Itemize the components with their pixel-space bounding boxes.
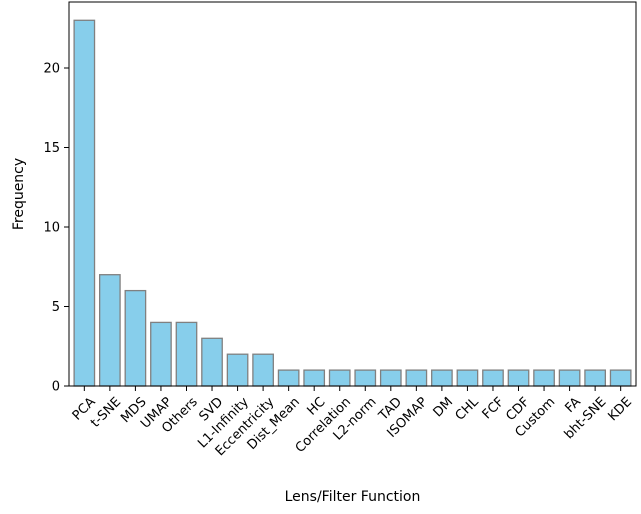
x-tick-label: DM: [431, 395, 457, 421]
bar-custom: [533, 369, 555, 387]
bar-hc: [303, 369, 326, 387]
bar-l2-norm: [354, 369, 377, 387]
bar-isomap: [405, 369, 428, 387]
y-axis-label: Frequency: [11, 158, 27, 230]
bar-chl: [456, 369, 479, 387]
bar-pca: [73, 19, 96, 387]
bar-l1-infinity: [226, 353, 249, 387]
bar-cdf: [507, 369, 530, 387]
bar-umap: [150, 321, 172, 387]
bar-bht-sne: [584, 369, 606, 387]
bars-group: [73, 19, 632, 387]
bar-fa: [558, 369, 581, 387]
x-tick-label: CHL: [453, 394, 483, 424]
bar-dist-mean: [277, 369, 300, 387]
plot-frame: [68, 1, 637, 387]
bar-dm: [431, 369, 453, 387]
x-axis-ticks: PCAt-SNEMDSUMAPOthersSVDL1-InfinityEccen…: [70, 386, 635, 459]
bar-mds: [124, 289, 147, 387]
x-tick-label: t-SNE: [88, 395, 124, 431]
bar-tad: [379, 369, 402, 387]
y-tick-label: 10: [43, 220, 60, 235]
y-tick-label: 0: [52, 380, 60, 395]
bar-kde: [609, 369, 632, 387]
bar-svd: [201, 337, 223, 387]
x-axis-label: Lens/Filter Function: [285, 489, 421, 505]
x-tick-label: KDE: [605, 395, 635, 425]
bar-fcf: [482, 369, 504, 387]
y-tick-label: 5: [52, 300, 60, 315]
y-axis-ticks: 0 5 10 15 20: [43, 61, 69, 395]
bar-t-sne: [99, 274, 121, 387]
bar-others: [175, 321, 198, 387]
x-tick-label: FCF: [480, 395, 508, 423]
bar-correlation: [328, 369, 351, 387]
y-tick-label: 15: [43, 141, 60, 156]
y-tick-label: 20: [43, 61, 60, 76]
bar-eccentricity: [252, 353, 274, 387]
